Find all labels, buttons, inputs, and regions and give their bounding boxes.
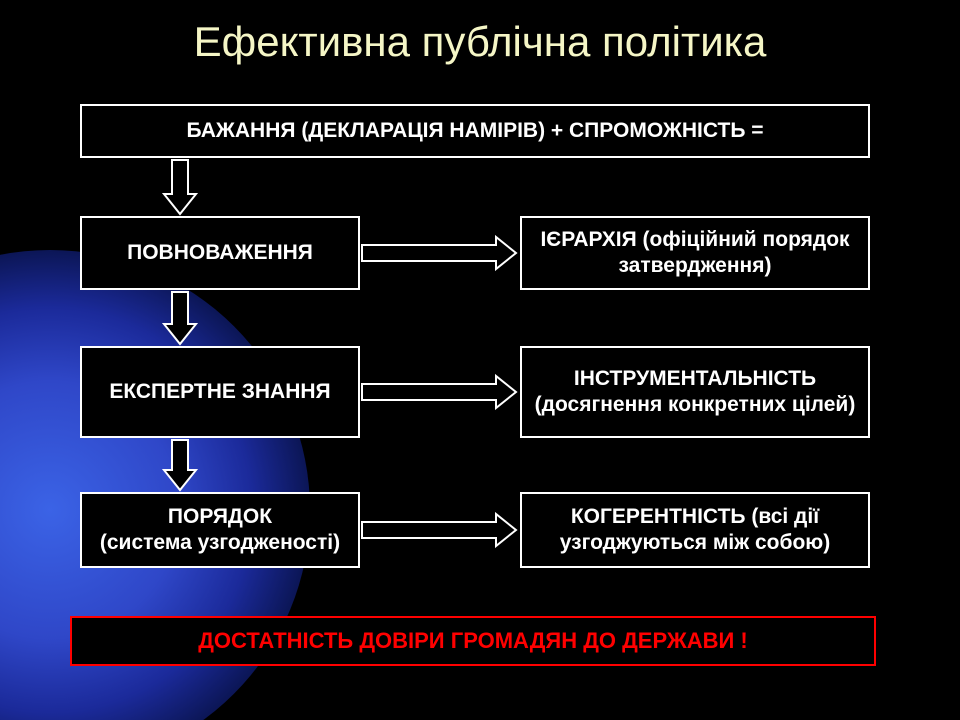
box-coherence: КОГЕРЕНТНІСТЬ (всі дії узгоджуються між … xyxy=(520,492,870,568)
box-authority: ПОВНОВАЖЕННЯ xyxy=(80,216,360,290)
slide-title: Ефективна публічна політика xyxy=(0,18,960,66)
box-instrumentality: ІНСТРУМЕНТАЛЬНІСТЬ (досягнення конкретни… xyxy=(520,346,870,438)
box-trust-sufficiency: ДОСТАТНІСТЬ ДОВІРИ ГРОМАДЯН ДО ДЕРЖАВИ ! xyxy=(70,616,876,666)
box-label: БАЖАННЯ (ДЕКЛАРАЦІЯ НАМІРІВ) + СПРОМОЖНІ… xyxy=(186,118,763,144)
box-label: ДОСТАТНІСТЬ ДОВІРИ ГРОМАДЯН ДО ДЕРЖАВИ ! xyxy=(198,628,748,654)
box-label: КОГЕРЕНТНІСТЬ (всі дії узгоджуються між … xyxy=(528,504,862,557)
box-expert-knowledge: ЕКСПЕРТНЕ ЗНАННЯ xyxy=(80,346,360,438)
box-order: ПОРЯДОК(система узгодженості) xyxy=(80,492,360,568)
box-label: ПОВНОВАЖЕННЯ xyxy=(127,240,313,266)
box-label: ЕКСПЕРТНЕ ЗНАННЯ xyxy=(109,379,330,405)
slide-stage: Ефективна публічна політика БАЖАННЯ (ДЕК… xyxy=(0,0,960,720)
box-desire-capacity: БАЖАННЯ (ДЕКЛАРАЦІЯ НАМІРІВ) + СПРОМОЖНІ… xyxy=(80,104,870,158)
box-label: ІНСТРУМЕНТАЛЬНІСТЬ (досягнення конкретни… xyxy=(528,366,862,419)
box-label: ІЄРАРХІЯ (офіційний порядок затвердження… xyxy=(528,227,862,280)
box-label: ПОРЯДОК(система узгодженості) xyxy=(100,504,340,557)
box-hierarchy: ІЄРАРХІЯ (офіційний порядок затвердження… xyxy=(520,216,870,290)
